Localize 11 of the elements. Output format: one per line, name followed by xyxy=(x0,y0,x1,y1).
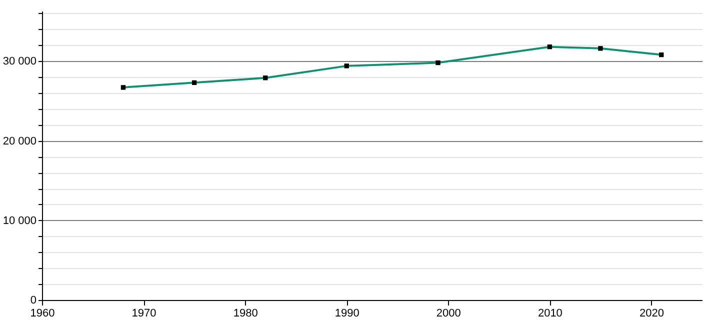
x-tick-label: 2020 xyxy=(639,308,664,320)
y-tick-label: 20 000 xyxy=(2,135,36,148)
x-tick-label: 2010 xyxy=(538,308,562,320)
x-tick-label: 2000 xyxy=(436,308,461,320)
y-tick-label: 0 xyxy=(30,294,36,306)
x-tick-label: 1970 xyxy=(132,308,156,320)
x-tick-label: 1980 xyxy=(233,308,258,320)
x-tick-label: 1990 xyxy=(334,308,360,320)
y-tick-label: 30 000 xyxy=(2,56,36,68)
y-tick-label: 10 000 xyxy=(2,214,36,227)
x-tick-label: 1960 xyxy=(30,308,55,320)
